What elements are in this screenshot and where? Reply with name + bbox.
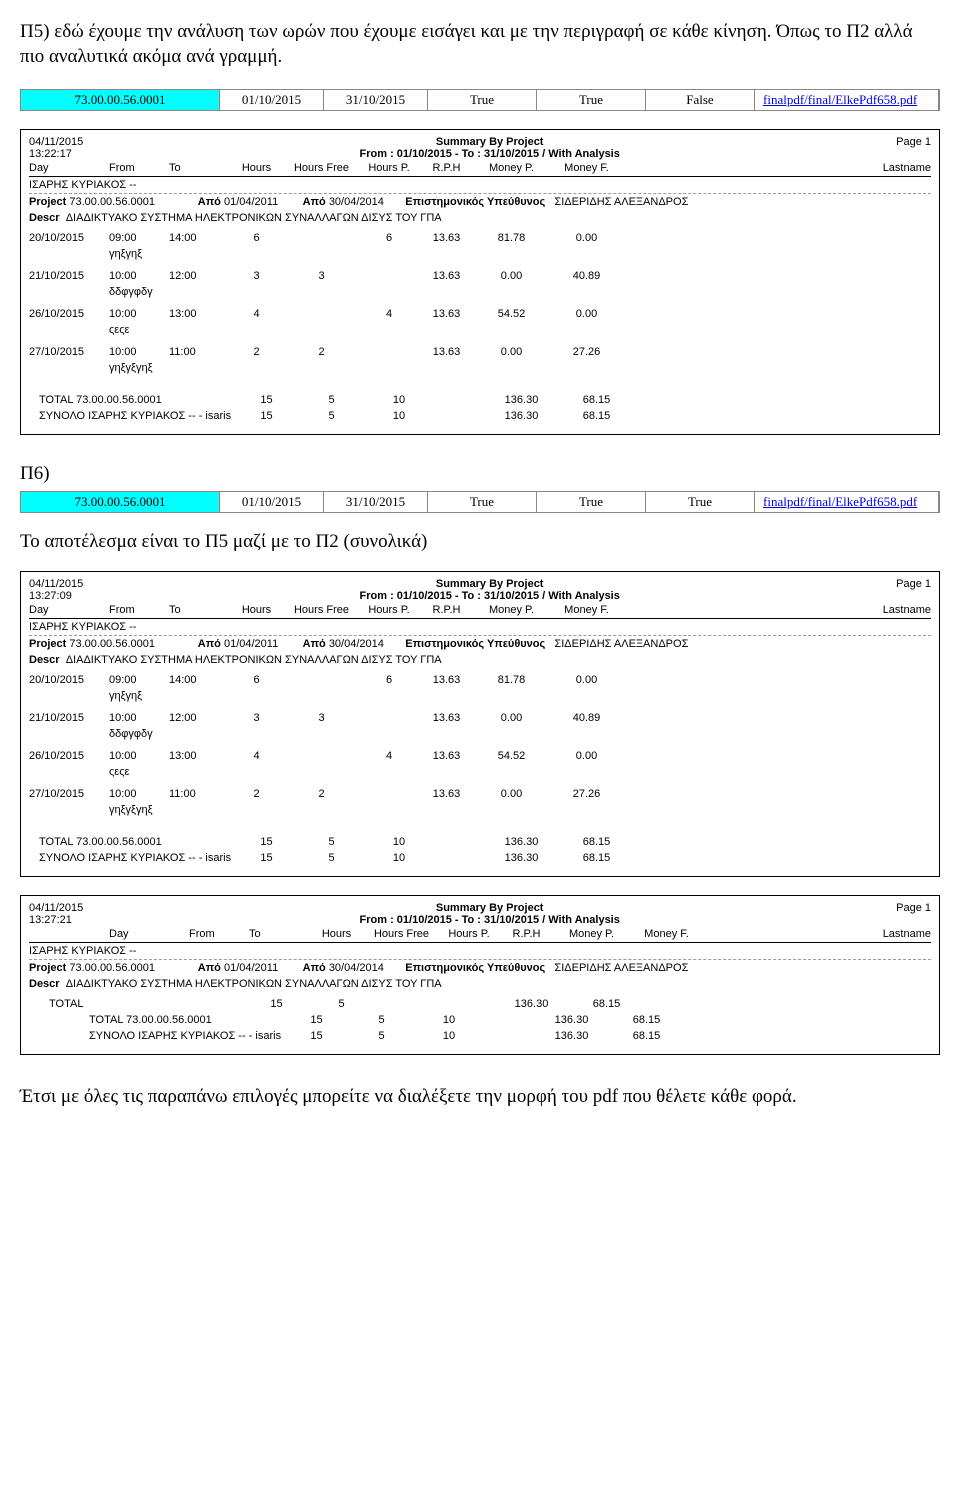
report-3: 04/11/2015 13:27:21 Summary By Project F… — [20, 895, 940, 1055]
r2-descr: Descr ΔΙΑΔΙΚΤΥΑΚΟ ΣΥΣΤΗΜΑ ΗΛΕΚΤΡΟΝΙΚΩΝ Σ… — [29, 652, 931, 672]
r2-columns: Day From To Hours Hours Free Hours P. R.… — [29, 602, 931, 619]
bar1-code: 73.00.00.56.0001 — [21, 90, 220, 110]
r3-date: 04/11/2015 13:27:21 — [29, 902, 83, 926]
table-row: 20/10/201509:0014:006613.6381.780.00 — [29, 672, 931, 690]
r1-range: From : 01/10/2015 - To : 31/10/2015 / Wi… — [360, 148, 620, 160]
row-note: ςεςε — [29, 766, 931, 786]
r2-title: Summary By Project — [436, 578, 544, 590]
r3-range: From : 01/10/2015 - To : 31/10/2015 / Wi… — [360, 914, 620, 926]
bar1-flag3: False — [646, 90, 755, 110]
bar2-date2: 31/10/2015 — [324, 492, 428, 512]
row-note: δδφγφδγ — [29, 728, 931, 748]
table-row: 21/10/201510:0012:003313.630.0040.89 — [29, 268, 931, 286]
table-row: 26/10/201510:0013:004413.6354.520.00 — [29, 748, 931, 766]
report-1: 04/11/2015 13:22:17 Summary By Project F… — [20, 129, 940, 435]
filter-bar-2: 73.00.00.56.0001 01/10/2015 31/10/2015 T… — [20, 491, 940, 513]
bar1-date1: 01/10/2015 — [220, 90, 324, 110]
bar1-pdf-link[interactable]: finalpdf/final/ElkePdf658.pdf — [763, 92, 917, 107]
table-row: 26/10/201510:0013:004413.6354.520.00 — [29, 306, 931, 324]
r2-project-row: Project 73.00.00.56.0001 Από 01/04/2011 … — [29, 636, 931, 652]
r1-project-row: Project 73.00.00.56.0001 Από 01/04/2011 … — [29, 194, 931, 210]
r1-synolo: ΣΥΝΟΛΟ ΙΣΑΡΗΣ ΚΥΡΙΑΚΟΣ -- - isaris 15 5 … — [29, 408, 931, 424]
row-note: γηξγξγηξ — [29, 804, 931, 824]
r3-person: ΙΣΑΡΗΣ ΚΥΡΙΑΚΟΣ -- — [29, 943, 931, 960]
r1-descr: Descr ΔΙΑΔΙΚΤΥΑΚΟ ΣΥΣΤΗΜΑ ΗΛΕΚΤΡΟΝΙΚΩΝ Σ… — [29, 210, 931, 230]
row-note: γηξγηξ — [29, 690, 931, 710]
row-note: γηξγξγηξ — [29, 362, 931, 382]
bar2-flag3: True — [646, 492, 755, 512]
r1-title: Summary By Project — [436, 136, 544, 148]
row-note: ςεςε — [29, 324, 931, 344]
r2-synolo: ΣΥΝΟΛΟ ΙΣΑΡΗΣ ΚΥΡΙΑΚΟΣ -- - isaris 15 5 … — [29, 850, 931, 866]
bar1-date2: 31/10/2015 — [324, 90, 428, 110]
mid-text: Το αποτέλεσμα είναι το Π5 μαζί με το Π2 … — [20, 531, 940, 553]
row-note: γηξγηξ — [29, 248, 931, 268]
r3-descr: Descr ΔΙΑΔΙΚΤΥΑΚΟ ΣΥΣΤΗΜΑ ΗΛΕΚΤΡΟΝΙΚΩΝ Σ… — [29, 976, 931, 996]
row-note: δδφγφδγ — [29, 286, 931, 306]
r3-columns: Day From To Hours Hours Free Hours P. R.… — [29, 926, 931, 943]
r2-total: TOTAL 73.00.00.56.0001 15 5 10 136.30 68… — [29, 834, 931, 850]
bar2-flag2: True — [537, 492, 646, 512]
table-row: 20/10/201509:0014:006613.6381.780.00 — [29, 230, 931, 248]
intro-paragraph: Π5) εδώ έχουμε την ανάλυση των ωρών που … — [20, 20, 940, 69]
r2-person: ΙΣΑΡΗΣ ΚΥΡΙΑΚΟΣ -- — [29, 619, 931, 636]
r1-total: TOTAL 73.00.00.56.0001 15 5 10 136.30 68… — [29, 392, 931, 408]
r2-page: Page 1 — [896, 578, 931, 602]
r2-date: 04/11/2015 13:27:09 — [29, 578, 83, 602]
bar2-date1: 01/10/2015 — [220, 492, 324, 512]
r3-project-row: Project 73.00.00.56.0001 Από 01/04/2011 … — [29, 960, 931, 976]
bar2-pdf-link[interactable]: finalpdf/final/ElkePdf658.pdf — [763, 494, 917, 509]
bar1-flag1: True — [428, 90, 537, 110]
r3-title: Summary By Project — [436, 902, 544, 914]
r3-total2: TOTAL 73.00.00.56.0001 15 5 10 136.30 68… — [29, 1012, 931, 1028]
bar2-link-cell: finalpdf/final/ElkePdf658.pdf — [755, 492, 939, 512]
r2-range: From : 01/10/2015 - To : 31/10/2015 / Wi… — [360, 590, 620, 602]
table-row: 27/10/201510:0011:002213.630.0027.26 — [29, 786, 931, 804]
bar1-flag2: True — [537, 90, 646, 110]
filter-bar-1: 73.00.00.56.0001 01/10/2015 31/10/2015 T… — [20, 89, 940, 111]
r1-date: 04/11/2015 13:22:17 — [29, 136, 83, 160]
r3-page: Page 1 — [896, 902, 931, 926]
table-row: 21/10/201510:0012:003313.630.0040.89 — [29, 710, 931, 728]
r1-person: ΙΣΑΡΗΣ ΚΥΡΙΑΚΟΣ -- — [29, 177, 931, 194]
r1-page: Page 1 — [896, 136, 931, 160]
bar1-link-cell: finalpdf/final/ElkePdf658.pdf — [755, 90, 939, 110]
r1-columns: Day From To Hours Hours Free Hours P. R.… — [29, 160, 931, 177]
table-row: 27/10/201510:0011:002213.630.0027.26 — [29, 344, 931, 362]
r3-total1: TOTAL 15 5 136.30 68.15 — [29, 996, 931, 1012]
report-2: 04/11/2015 13:27:09 Summary By Project F… — [20, 571, 940, 877]
bar2-code: 73.00.00.56.0001 — [21, 492, 220, 512]
r3-total3: ΣΥΝΟΛΟ ΙΣΑΡΗΣ ΚΥΡΙΑΚΟΣ -- - isaris 15 5 … — [29, 1028, 931, 1044]
footer-paragraph: Έτσι με όλες τις παραπάνω επιλογές μπορε… — [20, 1085, 940, 1110]
bar2-flag1: True — [428, 492, 537, 512]
p6-label: Π6) — [20, 463, 940, 485]
